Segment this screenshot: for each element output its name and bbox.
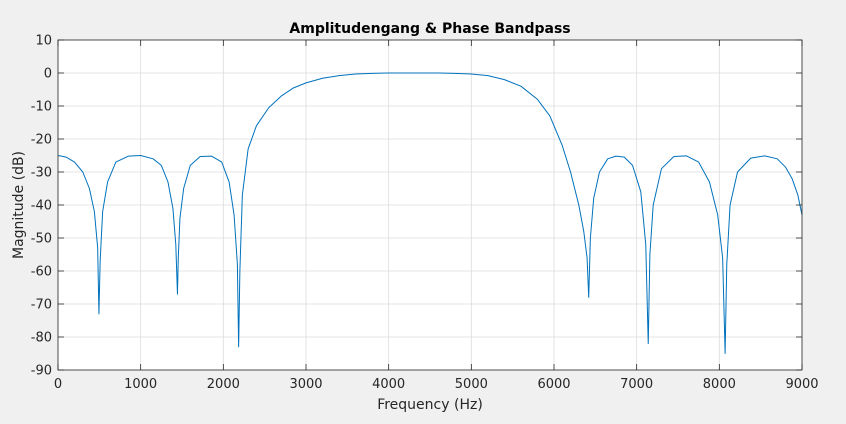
- x-tick-label: 8000: [703, 377, 736, 392]
- x-tick-label: 9000: [785, 377, 818, 392]
- y-tick-label: -90: [31, 364, 52, 379]
- x-tick-label: 4000: [372, 377, 405, 392]
- y-tick-label: 10: [35, 34, 52, 49]
- x-axis-label: Frequency (Hz): [377, 397, 483, 413]
- x-tick-label: 0: [54, 377, 62, 392]
- x-tick-label: 2000: [207, 377, 240, 392]
- x-tick-label: 1000: [124, 377, 157, 392]
- y-tick-label: 0: [44, 67, 52, 82]
- chart-title: Amplitudengang & Phase Bandpass: [289, 21, 570, 37]
- y-axis-label: Magnitude (dB): [11, 151, 27, 259]
- x-tick-label: 5000: [455, 377, 488, 392]
- y-tick-label: -50: [31, 232, 52, 247]
- x-tick-label: 3000: [289, 377, 322, 392]
- x-tick-label: 7000: [620, 377, 653, 392]
- series-layer: [57, 72, 803, 354]
- x-axis-ticks: 0 1000 2000 3000 4000 5000 6000 7000 8000 9000: [54, 40, 819, 392]
- x-tick-label: 6000: [537, 377, 570, 392]
- y-tick-label: -40: [31, 199, 52, 214]
- y-tick-label: -60: [31, 265, 52, 280]
- y-tick-label: -70: [31, 298, 52, 313]
- y-tick-label: -20: [31, 133, 52, 148]
- y-tick-label: -30: [31, 166, 52, 181]
- y-axis-ticks: 10 0 -10 -20 -30 -40 -50 -60 -70 -80 -90: [31, 34, 802, 379]
- y-tick-label: -80: [31, 331, 52, 346]
- magnitude-response-line: [57, 72, 803, 354]
- y-tick-label: -10: [31, 100, 52, 115]
